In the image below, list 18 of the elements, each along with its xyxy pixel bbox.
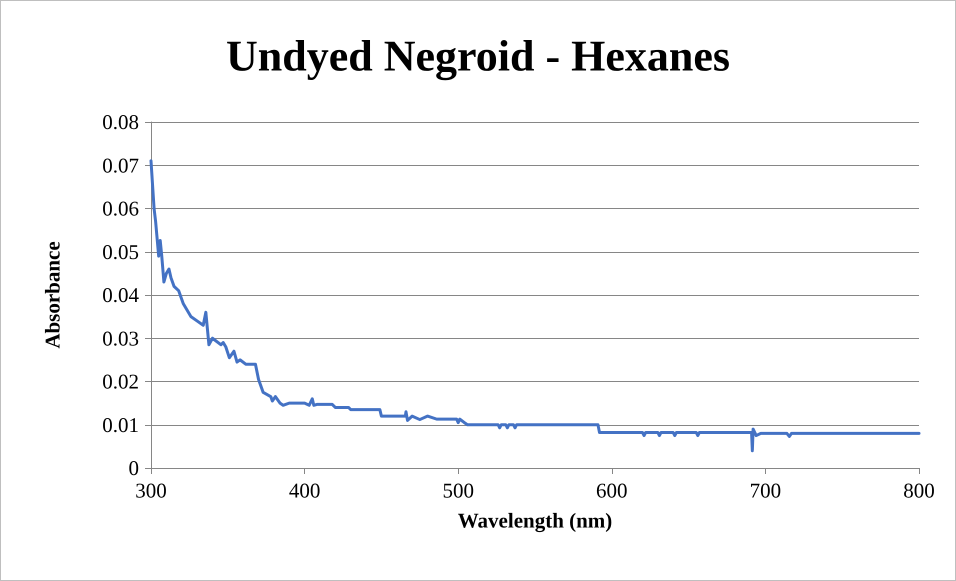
y-tick-label: 0.05 [102, 240, 139, 264]
y-axis-title: Absorbance [40, 241, 64, 349]
y-tick-label: 0.02 [102, 370, 139, 394]
y-tick-label: 0 [128, 456, 139, 480]
x-tick-label: 300 [135, 478, 167, 502]
chart-title: Undyed Negroid - Hexanes [226, 32, 730, 80]
x-tick-label: 500 [442, 478, 474, 502]
y-tick-label: 0.07 [102, 153, 139, 178]
y-tick-label: 0.06 [102, 196, 139, 220]
x-tick-label: 600 [596, 478, 628, 502]
x-tick-label: 800 [903, 478, 935, 502]
y-tick-label: 0.01 [102, 412, 139, 437]
x-tick-label: 700 [750, 478, 782, 502]
y-tick-label: 0.03 [102, 326, 139, 350]
x-tick-label: 400 [288, 478, 320, 502]
y-tick-label: 0.08 [102, 110, 139, 134]
x-axis-title: Wavelength (nm) [458, 508, 612, 532]
y-tick-label: 0.04 [102, 283, 140, 307]
